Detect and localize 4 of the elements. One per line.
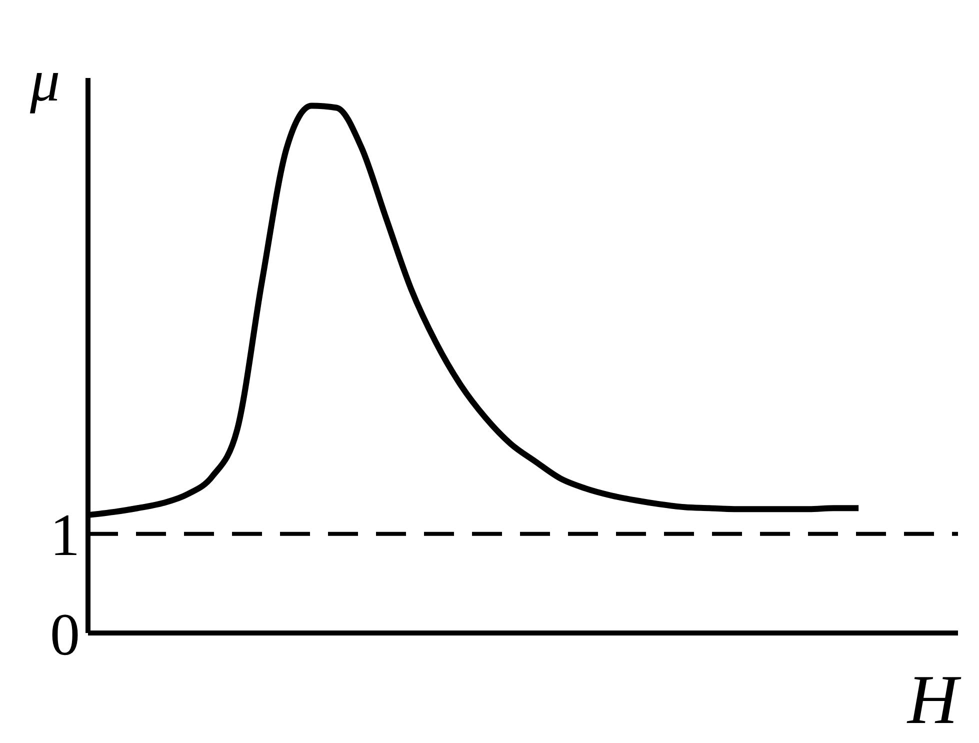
x-axis-title: H xyxy=(906,662,962,739)
y-tick-label: 0 xyxy=(50,601,80,668)
y-axis-title: μ xyxy=(29,48,60,114)
y-tick-label: 1 xyxy=(50,502,80,568)
